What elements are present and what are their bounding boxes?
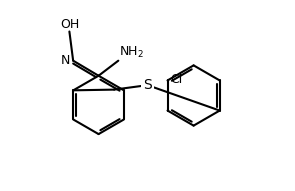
Text: N: N <box>61 54 70 67</box>
Text: OH: OH <box>60 18 79 31</box>
Text: Cl: Cl <box>170 73 182 86</box>
Text: NH$_2$: NH$_2$ <box>119 45 144 60</box>
Text: S: S <box>143 78 152 92</box>
